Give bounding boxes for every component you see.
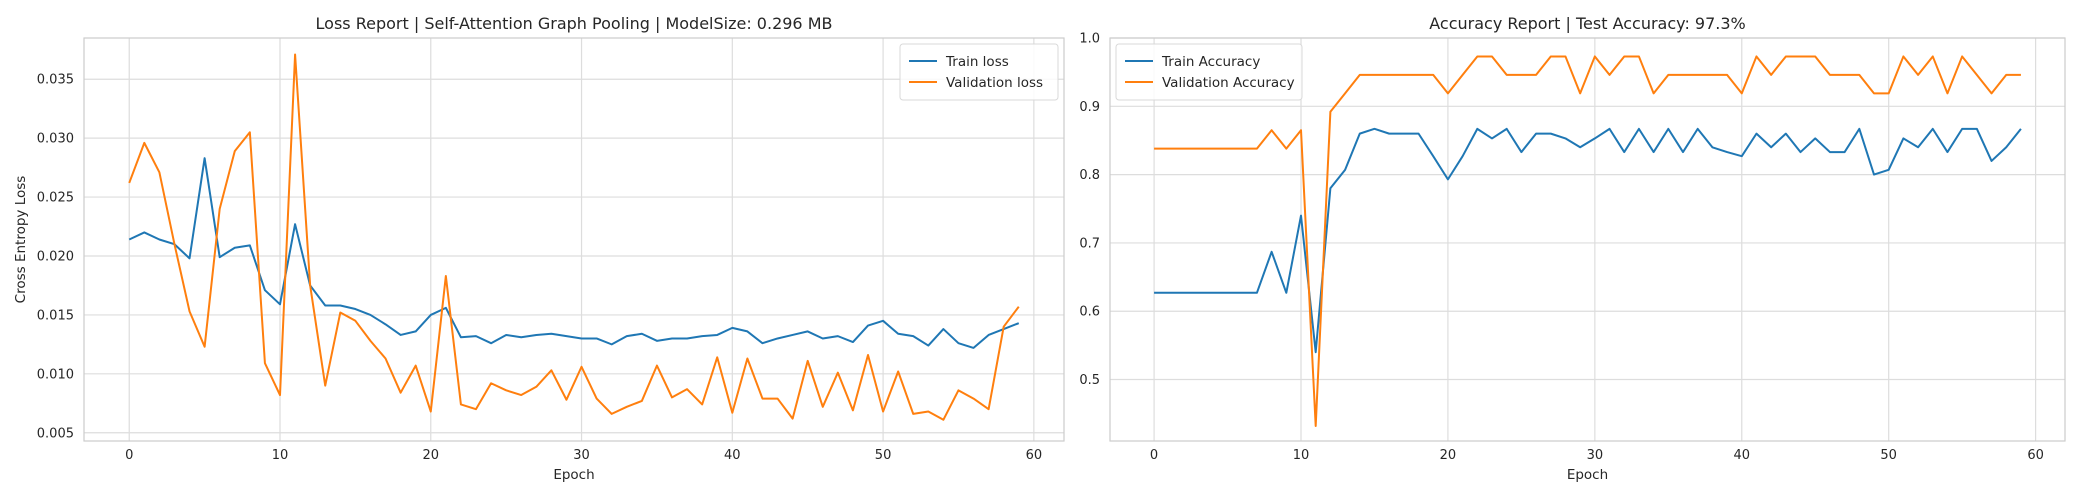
y-tick-label: 0.5: [1079, 373, 1100, 388]
chart-title: Loss Report | Self-Attention Graph Pooli…: [316, 14, 833, 33]
x-tick-label: 30: [573, 448, 590, 463]
legend-label: Train loss: [945, 54, 1009, 70]
x-tick-label: 20: [422, 448, 439, 463]
x-tick-label: 60: [2027, 448, 2044, 463]
chart-title: Accuracy Report | Test Accuracy: 97.3%: [1429, 14, 1746, 33]
grid: [84, 38, 1064, 441]
plot-border: [1109, 37, 2066, 442]
accuracy-chart: 0 10 20 30 40 50 60 0.5 0.6 0.7 0.8 0.9 1.0 Accuracy …: [1079, 14, 2066, 483]
y-tick-label: 0.9: [1079, 100, 1100, 115]
series-line-1: [1154, 55, 2021, 427]
x-axis-label: Epoch: [1567, 467, 1608, 483]
series-line-1: [128, 53, 1020, 421]
loss-chart: 0 10 20 30 40 50 60 0.005 0.010 0.015 0.020 0.025 0.…: [13, 14, 1065, 483]
y-tick-label: 0.6: [1079, 305, 1100, 320]
y-tick-label: 0.015: [37, 308, 74, 323]
legend-label: Validation Accuracy: [1162, 75, 1295, 91]
x-axis-label: Epoch: [553, 467, 594, 483]
legend-box: [1115, 43, 1303, 101]
legend-box: [899, 43, 1059, 101]
x-tick-label: 40: [1733, 448, 1750, 463]
x-tick-label: 30: [1587, 448, 1604, 463]
y-tick-label: 0.035: [37, 73, 74, 88]
x-tick-label: 60: [1026, 448, 1043, 463]
x-tick-label: 20: [1440, 448, 1457, 463]
y-axis-label: Cross Entropy Loss: [13, 176, 29, 304]
series-line-0: [1154, 127, 2022, 354]
legend: Train Accuracy Validation Accuracy: [1115, 43, 1303, 101]
x-tick-label: 50: [875, 448, 892, 463]
y-tick-label: 0.025: [37, 191, 74, 206]
plot-area: [1110, 38, 2065, 441]
legend-label: Train Accuracy: [1161, 54, 1260, 70]
legend: Train loss Validation loss: [899, 43, 1059, 101]
y-tick-label: 0.010: [37, 367, 74, 382]
y-tick-label: 0.7: [1079, 236, 1100, 251]
series-line-0: [128, 157, 1020, 349]
x-tick-label: 0: [1150, 448, 1158, 463]
y-tick-label: 0.8: [1079, 168, 1100, 183]
y-tick-label: 0.020: [37, 249, 74, 264]
y-tick-label: 1.0: [1079, 32, 1100, 47]
x-tick-label: 50: [1880, 448, 1897, 463]
y-tick-label: 0.030: [37, 132, 74, 147]
x-tick-label: 10: [272, 448, 289, 463]
x-tick-label: 10: [1293, 448, 1310, 463]
plot-border: [83, 37, 1065, 442]
x-tick-label: 0: [125, 448, 133, 463]
x-tick-label: 40: [724, 448, 741, 463]
y-tick-label: 0.005: [37, 426, 74, 441]
legend-label: Validation loss: [946, 75, 1043, 91]
